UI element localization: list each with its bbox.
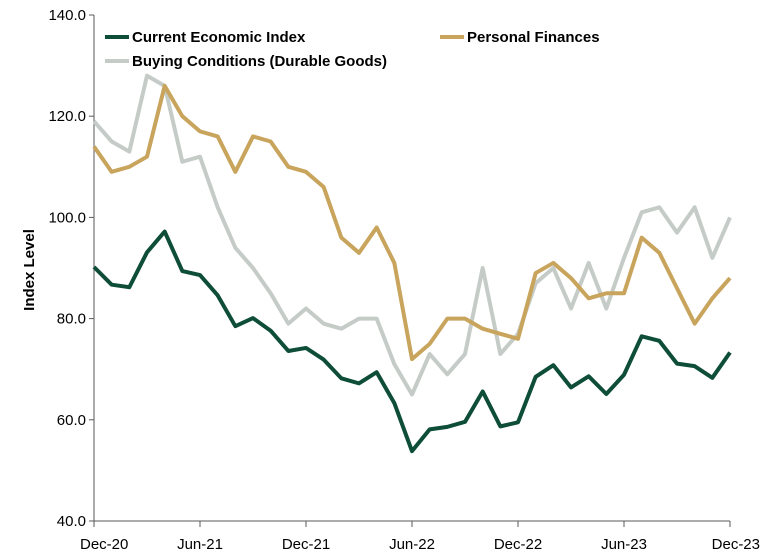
series-line-current-economic-index xyxy=(92,229,732,454)
x-tick-label: Dec-20 xyxy=(80,536,128,553)
x-tick-label: Dec-22 xyxy=(494,536,542,553)
axes: 40.0 60.0 80.0 100.0 120.0 140.0 Dec-20 Jun-21 D… xyxy=(48,7,760,553)
y-tick-label: 120.0 xyxy=(48,108,86,125)
series-lines xyxy=(92,73,732,454)
series-line-personal-finances xyxy=(92,83,732,362)
series-line-buying-conditions-durable-goods xyxy=(92,73,732,397)
y-tick-label: 80.0 xyxy=(57,311,86,328)
x-tick-label: Dec-21 xyxy=(282,536,330,553)
x-tick-label: Jun-22 xyxy=(389,536,435,553)
y-axis-title: Index Level xyxy=(21,229,38,311)
y-tick-label: 140.0 xyxy=(48,7,86,24)
legend-label-personal-finances: Personal Finances xyxy=(467,29,600,46)
x-tick-label: Jun-23 xyxy=(601,536,647,553)
x-tick-label: Dec-23 xyxy=(712,536,760,553)
legend-label-buying-conditions-durable-goods: Buying Conditions (Durable Goods) xyxy=(132,53,387,70)
y-tick-label: 40.0 xyxy=(57,513,86,530)
y-tick-label: 100.0 xyxy=(48,209,86,226)
legend-label-current-economic-index: Current Economic Index xyxy=(132,29,306,46)
y-tick-label: 60.0 xyxy=(57,412,86,429)
legend: Current Economic Index Personal Finances B… xyxy=(105,29,600,70)
x-tick-label: Jun-21 xyxy=(177,536,223,553)
